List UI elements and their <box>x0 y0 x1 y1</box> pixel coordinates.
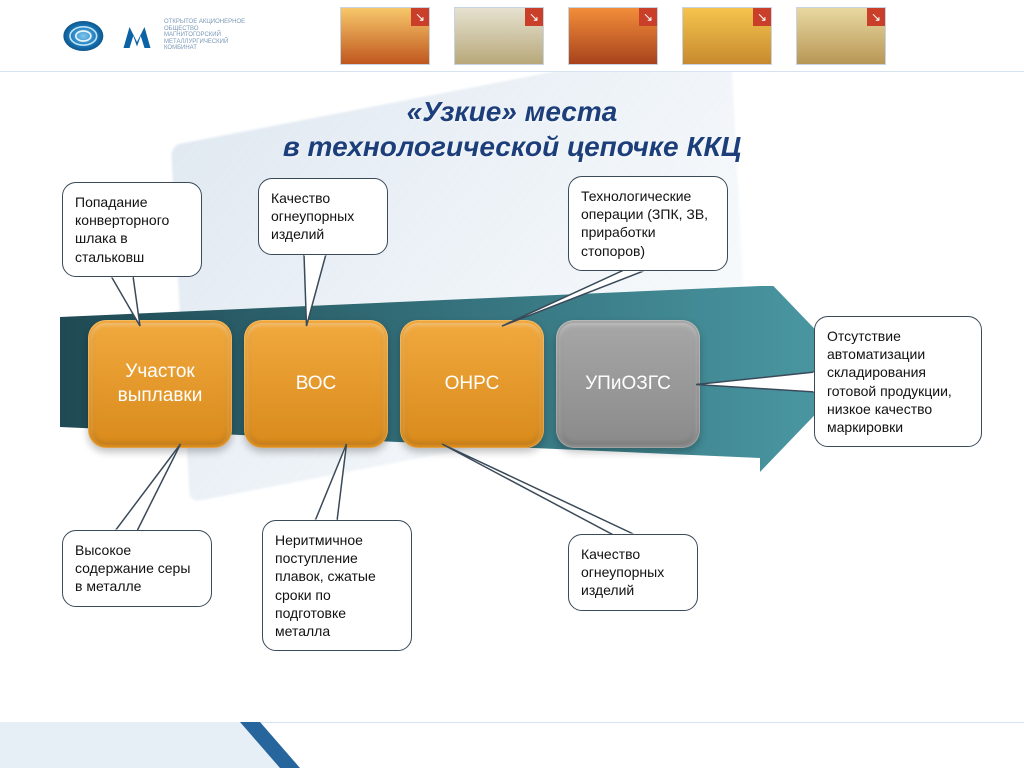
stage-box: УПиОЗГС <box>556 320 700 448</box>
stage-row: Участок выплавкиВОСОНРСУПиОЗГС <box>88 320 700 448</box>
page-title: «Узкие» места в технологической цепочке … <box>0 94 1024 164</box>
callout-tail <box>302 252 328 328</box>
logo-area: ОТКРЫТОЕ АКЦИОНЕРНОЕ ОБЩЕСТВОМАГНИТОГОРС… <box>0 0 300 71</box>
thumbnail-badge-icon: ↘ <box>639 8 657 26</box>
header-thumbnail: ↘ <box>796 7 886 65</box>
thumbnail-badge-icon: ↘ <box>753 8 771 26</box>
callout: Неритмичное поступление плавок, сжатые с… <box>262 520 412 651</box>
callout: Качество огнеупорных изделий <box>568 534 698 611</box>
callout-tail <box>500 268 648 328</box>
logo-mmk-icon <box>122 21 152 51</box>
callout: Попадание конверторного шлака в стальков… <box>62 182 202 277</box>
thumbnail-badge-icon: ↘ <box>867 8 885 26</box>
title-line-2: в технологической цепочке ККЦ <box>0 129 1024 164</box>
callout-tail <box>440 442 638 537</box>
header-thumbnail: ↘ <box>568 7 658 65</box>
header-thumbnail: ↘ <box>682 7 772 65</box>
header: ОТКРЫТОЕ АКЦИОНЕРНОЕ ОБЩЕСТВОМАГНИТОГОРС… <box>0 0 1024 72</box>
logo-caption: ОТКРЫТОЕ АКЦИОНЕРНОЕ ОБЩЕСТВОМАГНИТОГОРС… <box>164 19 264 52</box>
callout-tail <box>313 442 349 523</box>
thumbnail-row: ↘ ↘ ↘ ↘ ↘ <box>340 7 886 65</box>
callout-tail <box>113 442 183 533</box>
callout-tail <box>694 370 817 394</box>
callout-tail <box>109 274 142 328</box>
stage-box: Участок выплавки <box>88 320 232 448</box>
logo-spiral-icon <box>60 16 110 56</box>
footer-accent <box>0 722 320 768</box>
thumbnail-badge-icon: ↘ <box>411 8 429 26</box>
title-line-1: «Узкие» места <box>0 94 1024 129</box>
header-thumbnail: ↘ <box>340 7 430 65</box>
stage-box: ОНРС <box>400 320 544 448</box>
callout: Отсутствие автоматизации складирования г… <box>814 316 982 447</box>
thumbnail-badge-icon: ↘ <box>525 8 543 26</box>
callout: Высокое содержание серы в металле <box>62 530 212 607</box>
stage-box: ВОС <box>244 320 388 448</box>
callout: Качество огнеупорных изделий <box>258 178 388 255</box>
callout: Технологические операции (ЗПК, ЗВ, прира… <box>568 176 728 271</box>
header-thumbnail: ↘ <box>454 7 544 65</box>
